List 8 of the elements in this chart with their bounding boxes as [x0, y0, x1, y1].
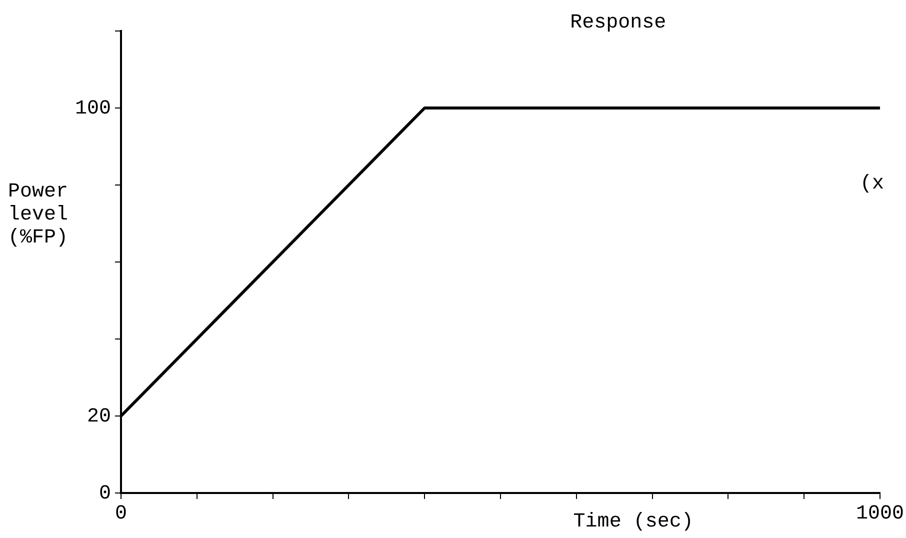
y-axis-title: Power level (%FP) [8, 180, 68, 250]
y-tick-label: 0 [98, 482, 111, 506]
x-tick-label: 1000 [856, 502, 904, 526]
y-tick-label: 20 [86, 405, 111, 428]
x-axis-title: Time (sec) [573, 510, 694, 534]
chart-title: Response [570, 11, 666, 34]
y-tick-label: 100 [74, 97, 111, 120]
annotation: (x [860, 172, 884, 196]
